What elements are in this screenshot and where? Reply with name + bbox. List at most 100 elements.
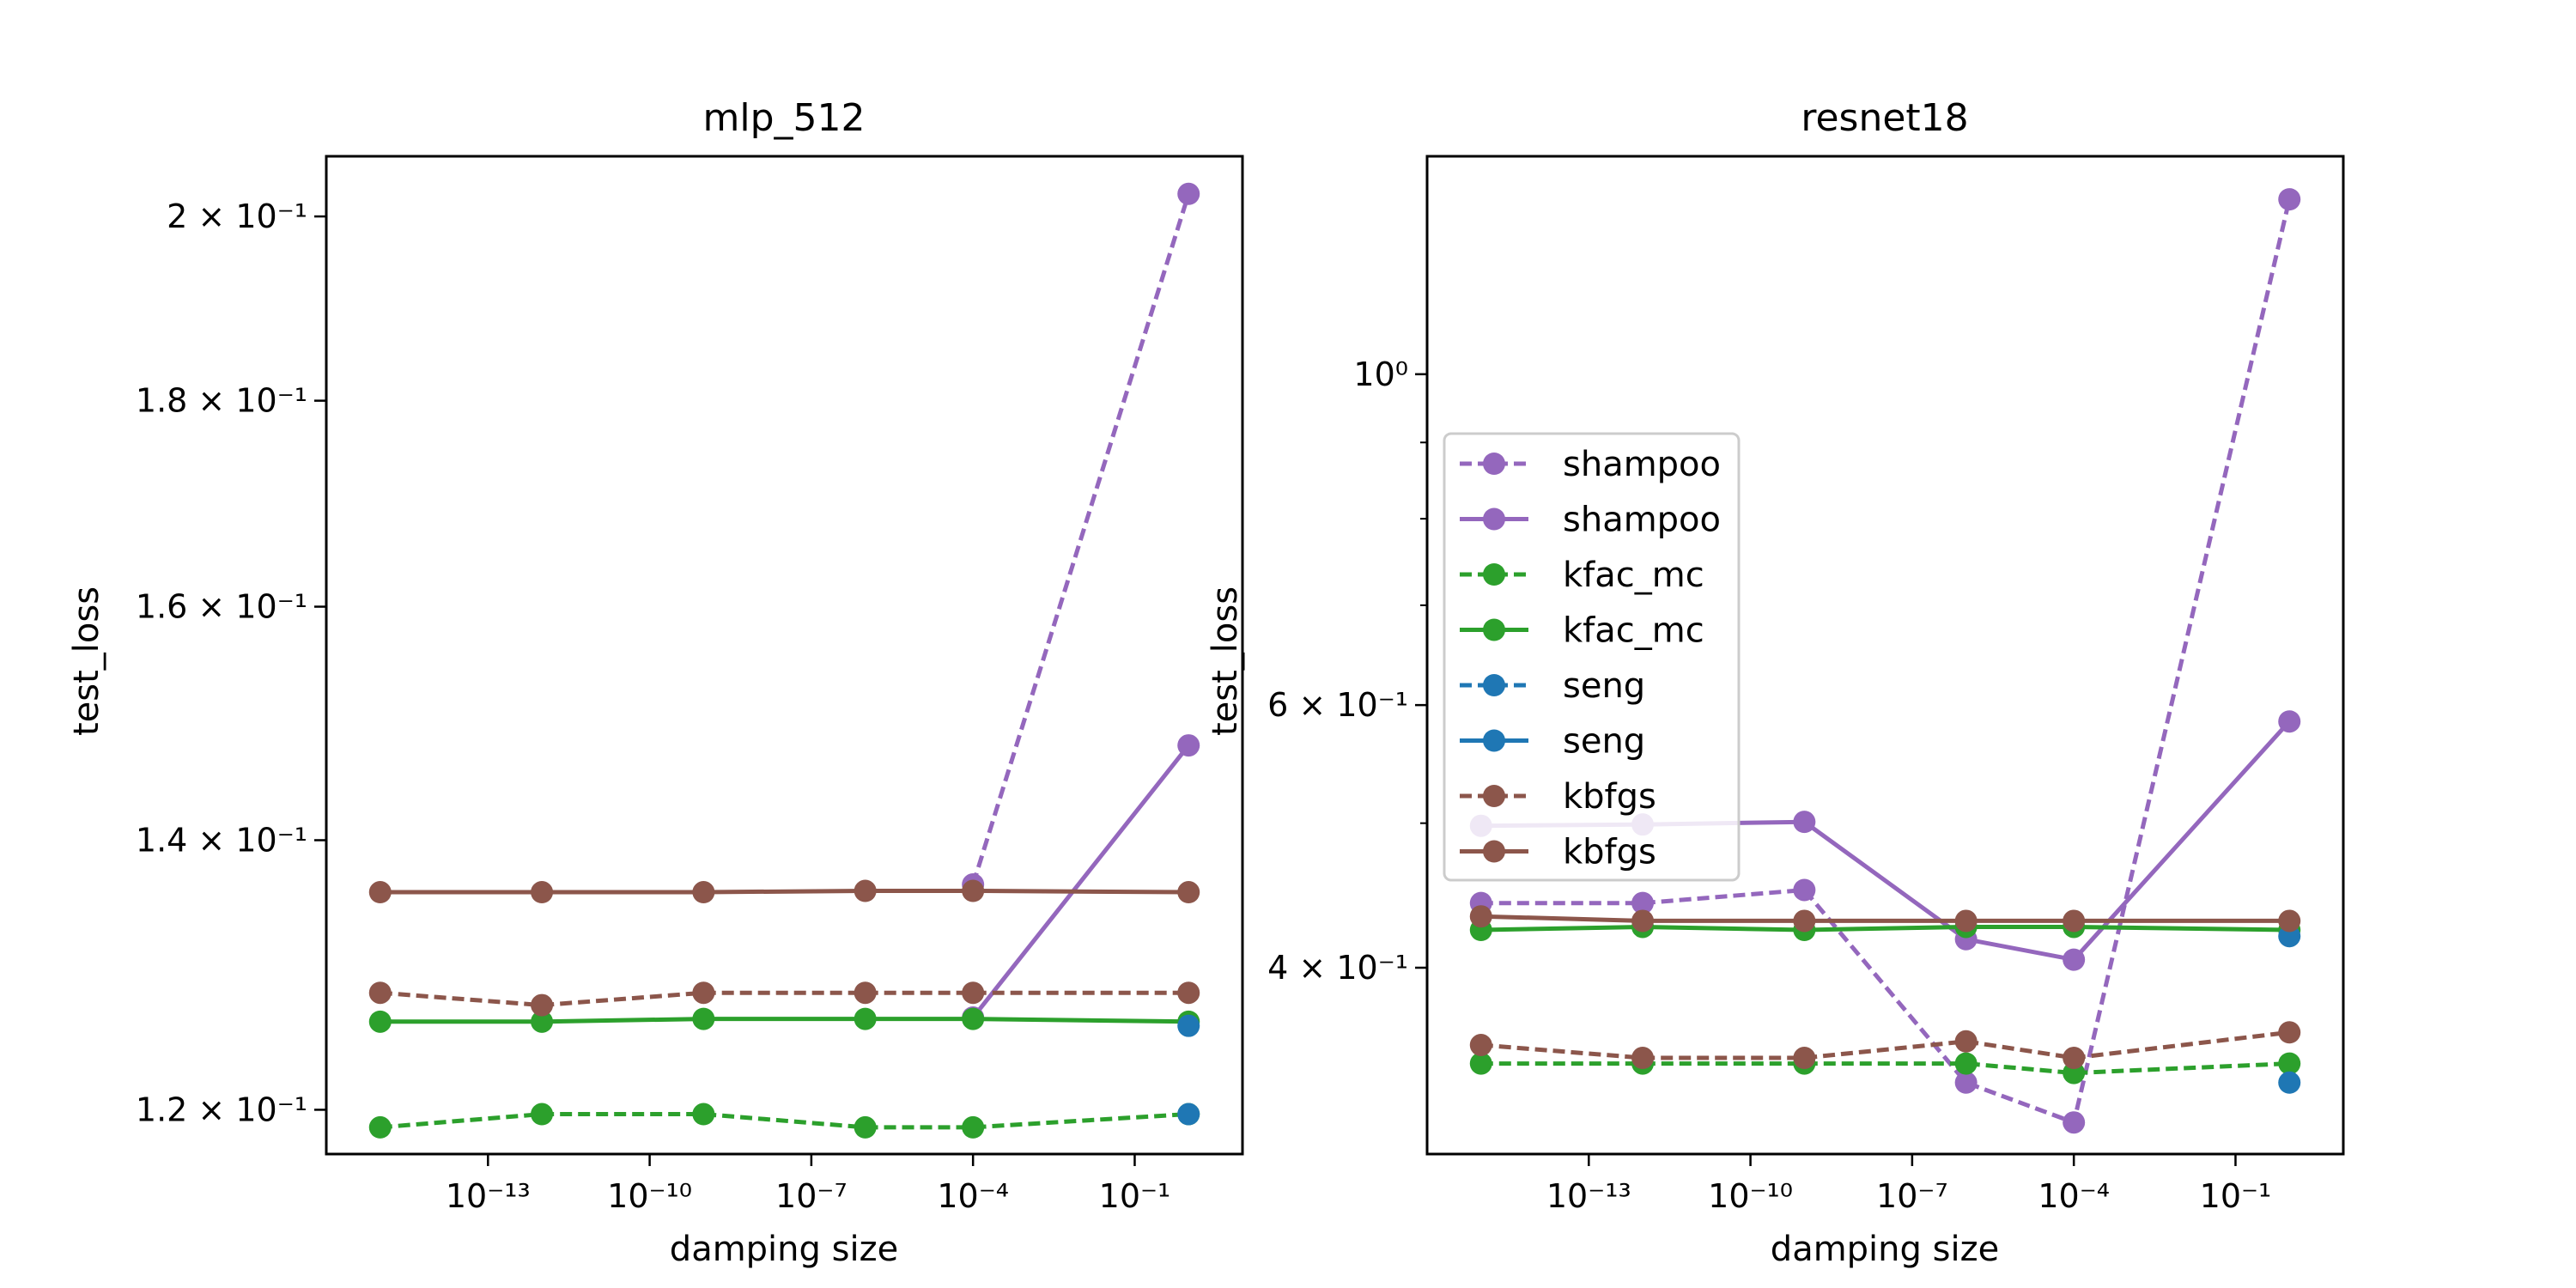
data-point-kbfgs bbox=[962, 981, 985, 1005]
y-tick-label: 6 × 10⁻¹ bbox=[1267, 686, 1408, 724]
data-point-kfac_mc bbox=[1954, 1052, 1978, 1075]
series-line-kbfgs bbox=[1480, 1030, 2290, 1060]
data-point-kfac_mc bbox=[962, 1007, 985, 1030]
x-axis-label: damping size bbox=[670, 1230, 898, 1269]
series-line-kbfgs bbox=[380, 990, 1189, 1008]
data-point-kbfgs bbox=[1954, 1030, 1978, 1053]
series-line-kfac_mc bbox=[1480, 925, 2290, 933]
data-point-kbfgs bbox=[531, 881, 554, 904]
x-tick-label: 10⁻⁴ bbox=[2038, 1177, 2110, 1215]
tick-group: 10⁻¹³ 10⁻¹⁰ 10⁻⁷ 10⁻⁴ 10⁻¹ 4 × 10⁻¹ 6 × 10⁻¹ 10… bbox=[1267, 355, 2271, 1215]
legend-label: kfac_mc bbox=[1563, 611, 1704, 651]
data-point-shampoo bbox=[2063, 948, 2086, 971]
x-tick-label: 10⁻⁷ bbox=[775, 1177, 848, 1215]
legend-label: seng bbox=[1563, 722, 1645, 762]
legend-marker bbox=[1483, 729, 1505, 752]
y-tick-label: 1.8 × 10⁻¹ bbox=[136, 382, 307, 420]
panel-title: resnet18 bbox=[1801, 96, 1968, 140]
y-tick-label: 10⁰ bbox=[1353, 355, 1408, 393]
data-point-kbfgs bbox=[1793, 1047, 1816, 1070]
legend-label: kbfgs bbox=[1563, 833, 1656, 872]
y-axis-label: test_loss bbox=[1206, 586, 1245, 736]
series-line-kfac_mc bbox=[380, 1112, 1189, 1130]
y-axis-label: test_loss bbox=[67, 586, 106, 736]
y-tick-label: 1.2 × 10⁻¹ bbox=[136, 1091, 307, 1128]
legend-marker bbox=[1483, 674, 1505, 696]
tick-group: 10⁻¹³ 10⁻¹⁰ 10⁻⁷ 10⁻⁴ 10⁻¹ 1.2 × 10⁻¹ 1.4 × 10… bbox=[136, 197, 1170, 1215]
data-point-shampoo bbox=[1793, 811, 1816, 834]
data-point-kfac_mc bbox=[962, 1115, 985, 1139]
mark-group bbox=[368, 182, 1200, 1139]
data-point-kfac_mc bbox=[1469, 1052, 1492, 1075]
y-tick-label: 4 × 10⁻¹ bbox=[1267, 949, 1408, 987]
data-point-kbfgs bbox=[1954, 909, 1978, 933]
legend-marker bbox=[1483, 453, 1505, 475]
legend-marker bbox=[1483, 785, 1505, 807]
series-line-shampoo bbox=[1480, 198, 2292, 1125]
legend-label: kfac_mc bbox=[1563, 556, 1704, 595]
series-line-kbfgs bbox=[380, 889, 1189, 895]
data-point-kbfgs bbox=[854, 879, 877, 902]
data-point-kbfgs bbox=[2063, 909, 2086, 933]
data-point-kbfgs bbox=[1177, 881, 1200, 904]
data-point-kbfgs bbox=[962, 879, 985, 902]
data-point-shampoo bbox=[1177, 734, 1200, 757]
mark-group bbox=[1469, 188, 2301, 1134]
x-tick-label: 10⁻¹³ bbox=[1546, 1177, 1631, 1215]
data-point-kbfgs bbox=[1631, 909, 1655, 933]
x-tick-label: 10⁻¹⁰ bbox=[607, 1177, 692, 1215]
data-point-kbfgs bbox=[692, 981, 715, 1005]
plot-frame bbox=[1425, 155, 2345, 1156]
data-point-shampoo bbox=[1954, 1071, 1978, 1094]
data-point-shampoo bbox=[1177, 182, 1200, 205]
legend-marker bbox=[1483, 618, 1505, 641]
y-tick-label: 2 × 10⁻¹ bbox=[167, 197, 307, 235]
x-tick-label: 10⁻¹³ bbox=[446, 1177, 531, 1215]
x-tick-label: 10⁻¹ bbox=[2200, 1177, 2272, 1215]
data-point-shampoo bbox=[2278, 710, 2301, 733]
data-point-kbfgs bbox=[2278, 909, 2301, 933]
data-point-kfac_mc bbox=[368, 1115, 392, 1139]
y-tick-label: 1.4 × 10⁻¹ bbox=[136, 821, 307, 859]
legend-label: shampoo bbox=[1563, 445, 1721, 484]
series-line-kfac_mc bbox=[380, 1017, 1189, 1024]
data-point-kfac_mc bbox=[692, 1007, 715, 1030]
legend-marker bbox=[1483, 840, 1505, 863]
data-point-kbfgs bbox=[1177, 981, 1200, 1005]
legend-label: kbfgs bbox=[1563, 777, 1656, 817]
legend-label: seng bbox=[1563, 666, 1645, 706]
data-point-kbfgs bbox=[2278, 1021, 2301, 1044]
series-line-kbfgs bbox=[1480, 914, 2290, 923]
data-point-seng bbox=[1177, 1014, 1200, 1037]
data-point-kbfgs bbox=[1793, 909, 1816, 933]
data-point-shampoo bbox=[2063, 1111, 2086, 1134]
series-line-shampoo bbox=[970, 193, 1191, 885]
x-tick-label: 10⁻⁷ bbox=[1876, 1177, 1948, 1215]
data-point-shampoo bbox=[1793, 878, 1816, 902]
data-point-kbfgs bbox=[368, 881, 392, 904]
data-point-kfac_mc bbox=[854, 1007, 877, 1030]
panel-resnet18: resnet18 damping size test_loss 10⁻¹³ 10⁻… bbox=[1206, 96, 2345, 1269]
data-point-kbfgs bbox=[1469, 905, 1492, 928]
data-point-kfac_mc bbox=[531, 1103, 554, 1126]
legend-frame bbox=[1443, 432, 1741, 882]
data-point-kfac_mc bbox=[854, 1115, 877, 1139]
series-line-shampoo bbox=[971, 744, 1191, 1019]
data-point-kbfgs bbox=[1469, 1034, 1492, 1057]
panel-title: mlp_512 bbox=[703, 96, 866, 140]
data-point-seng bbox=[1177, 1103, 1200, 1126]
legend-marker bbox=[1483, 507, 1505, 531]
data-point-kbfgs bbox=[854, 981, 877, 1005]
x-tick-label: 10⁻⁴ bbox=[937, 1177, 1009, 1215]
data-point-kfac_mc bbox=[692, 1103, 715, 1126]
x-tick-label: 10⁻¹⁰ bbox=[1708, 1177, 1793, 1215]
series-line-kfac_mc bbox=[1480, 1061, 2290, 1076]
data-point-shampoo bbox=[1631, 891, 1655, 914]
data-point-kbfgs bbox=[1631, 1047, 1655, 1070]
panel-mlp-512: mlp_512 damping size test_loss 10⁻¹³ 10⁻¹… bbox=[67, 96, 1244, 1269]
data-point-kbfgs bbox=[692, 881, 715, 904]
x-tick-label: 10⁻¹ bbox=[1099, 1177, 1171, 1215]
